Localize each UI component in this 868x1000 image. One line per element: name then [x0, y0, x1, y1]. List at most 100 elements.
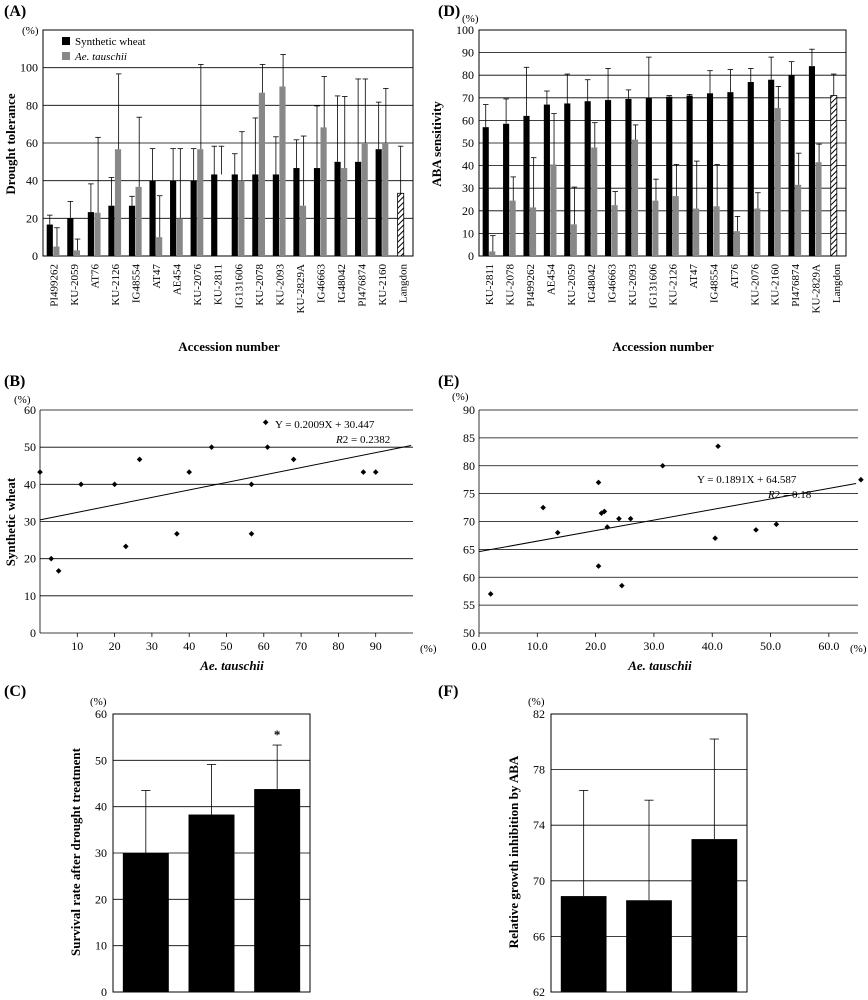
synthetic-bar-ig46663: [313, 168, 321, 256]
y-tick-label-c: 10: [95, 939, 107, 953]
panel-label-d: (D): [438, 3, 460, 20]
panel-f: (F) (%) Relative growth inhibition by AB…: [438, 683, 748, 1000]
synthetic-bar-ku-2093: [272, 174, 279, 256]
x-tick-label-ku-2076: KU-2076: [192, 264, 204, 306]
tauschii-bar-ku-2076: [754, 208, 761, 256]
synthetic-bar-ku-2126: [666, 96, 673, 256]
tauschii-bar-ig48042: [591, 147, 598, 256]
synthetic-bar-ig48554: [128, 205, 136, 256]
significance-asterisk: *: [274, 727, 281, 742]
tauschii-bar-pi499262: [529, 207, 537, 256]
tauschii-bar-ku-2059: [570, 224, 577, 256]
x-tick-label-b: 30: [146, 639, 158, 653]
synthetic-bar-at76: [87, 212, 94, 256]
y-tick-label-a: 20: [26, 211, 38, 225]
y-tick-label-e: 50: [463, 626, 475, 640]
x-tick-label-e: 30.0: [643, 639, 664, 653]
y-tick-label-b: 30: [24, 515, 36, 529]
data-point-e: [753, 527, 759, 533]
synthetic-bar-ku-2160: [375, 149, 382, 256]
trend-line-e: [478, 483, 857, 553]
y-tick-label-b: 50: [24, 440, 36, 454]
data-point-e: [616, 515, 622, 522]
x-tick-label-c: B: [207, 998, 216, 1000]
x-tick-label-langdon: Langdon: [398, 264, 410, 304]
x-tick-label-b: 40: [183, 639, 195, 653]
x-tick-label-b: 50: [221, 639, 233, 653]
y-tick-label-c: 0: [101, 985, 107, 999]
synthetic-bar-pi476874: [355, 161, 362, 256]
y-tick-label-f: 74: [533, 818, 545, 832]
bar-i: [560, 896, 607, 992]
x-unit-e: (%): [850, 643, 867, 655]
synthetic-bar-ku-2059: [67, 218, 74, 256]
x-tick-label-e: 50.0: [760, 639, 781, 653]
x-tick-label-ig48042: IG48042: [586, 264, 598, 303]
data-point-b: [290, 456, 297, 463]
panel-label-e: (E): [438, 373, 459, 390]
regression-equation-b: Y = 0.2009X + 30.447: [275, 419, 375, 431]
y-axis-label-d: ABA sensitivity: [429, 101, 444, 187]
legend-a: Synthetic wheat Ae. tauschii: [62, 36, 146, 63]
x-tick-label-ig48554: IG48554: [131, 264, 143, 304]
data-point-b: [264, 444, 271, 450]
y-unit-c: (%): [90, 696, 107, 708]
tauschii-bar-ae454: [176, 218, 183, 256]
y-tick-label-d: 80: [462, 68, 474, 82]
y-tick-label-b: 60: [24, 403, 36, 417]
y-tick-label-e: 75: [463, 487, 475, 501]
tauschii-bar-ig46663: [611, 205, 618, 256]
tauschii-bar-pi499262: [53, 246, 60, 256]
tauschii-bar-at76: [94, 212, 101, 256]
tauschii-bar-pi476874: [361, 143, 368, 256]
y-unit-f: (%): [528, 696, 545, 708]
legend-label-tauschii: Ae. tauschii: [74, 51, 127, 63]
y-tick-label-c: 40: [95, 800, 107, 814]
control-bar-langdon: [397, 192, 405, 257]
r-squared-symbol-b: R: [335, 434, 343, 446]
synthetic-bar-at76: [727, 92, 734, 257]
panel-label-c: (C): [4, 683, 26, 700]
y-tick-label-c: 60: [95, 707, 107, 721]
data-point-e: [604, 524, 611, 530]
data-point-e: [712, 535, 718, 542]
y-tick-label-b: 40: [24, 477, 36, 491]
y-axis-label-b: Synthetic wheat: [3, 477, 18, 566]
tauschii-bar-pi476874: [795, 184, 802, 256]
y-tick-label-d: 90: [462, 46, 474, 60]
y-tick-label-f: 78: [533, 763, 545, 777]
tauschii-bar-ku-2078: [258, 92, 265, 256]
x-tick-label-f: III: [707, 998, 722, 1000]
synthetic-bar-ig48042: [334, 161, 341, 256]
bar-a: [122, 853, 169, 992]
synthetic-bar-ig131606: [231, 174, 238, 256]
y-axis-label-a: Drought tolerance: [3, 93, 18, 194]
x-tick-label-ku-2126: KU-2126: [110, 264, 122, 306]
bar-c: [254, 789, 301, 992]
x-tick-label-ig131606: IG131606: [647, 264, 659, 309]
tauschii-bar-ig131606: [238, 180, 245, 256]
x-tick-label-at76: AT76: [729, 264, 741, 289]
data-point-b: [55, 568, 62, 574]
x-tick-label-ku-2059: KU-2059: [566, 264, 578, 306]
data-point-e: [601, 508, 608, 515]
y-axis-label-c: Survival rate after drought treatment: [68, 747, 83, 956]
synthetic-bar-ku-2126: [108, 205, 115, 256]
bar-chart-c: 0 10 20 30 40 50 60 A B C *: [95, 707, 311, 1000]
data-point-e: [595, 563, 602, 569]
synthetic-bar-pi499262: [46, 224, 53, 256]
x-tick-label-b: 60: [258, 639, 270, 653]
panel-label-a: (A): [4, 3, 26, 20]
tauschii-bar-ku-2076: [197, 149, 204, 256]
x-tick-label-b: 80: [332, 639, 344, 653]
panel-label-f: (F): [438, 683, 458, 700]
data-point-e: [540, 504, 546, 511]
x-tick-label-e: 40.0: [702, 639, 723, 653]
data-point-e: [659, 462, 666, 469]
synthetic-bar-at47: [149, 180, 156, 256]
y-tick-label-a: 0: [32, 249, 38, 263]
data-point-e: [487, 591, 494, 597]
tauschii-bar-ig48554: [135, 186, 142, 256]
x-tick-label-f: I: [581, 998, 586, 1000]
synthetic-bar-ku-2811: [482, 127, 489, 257]
